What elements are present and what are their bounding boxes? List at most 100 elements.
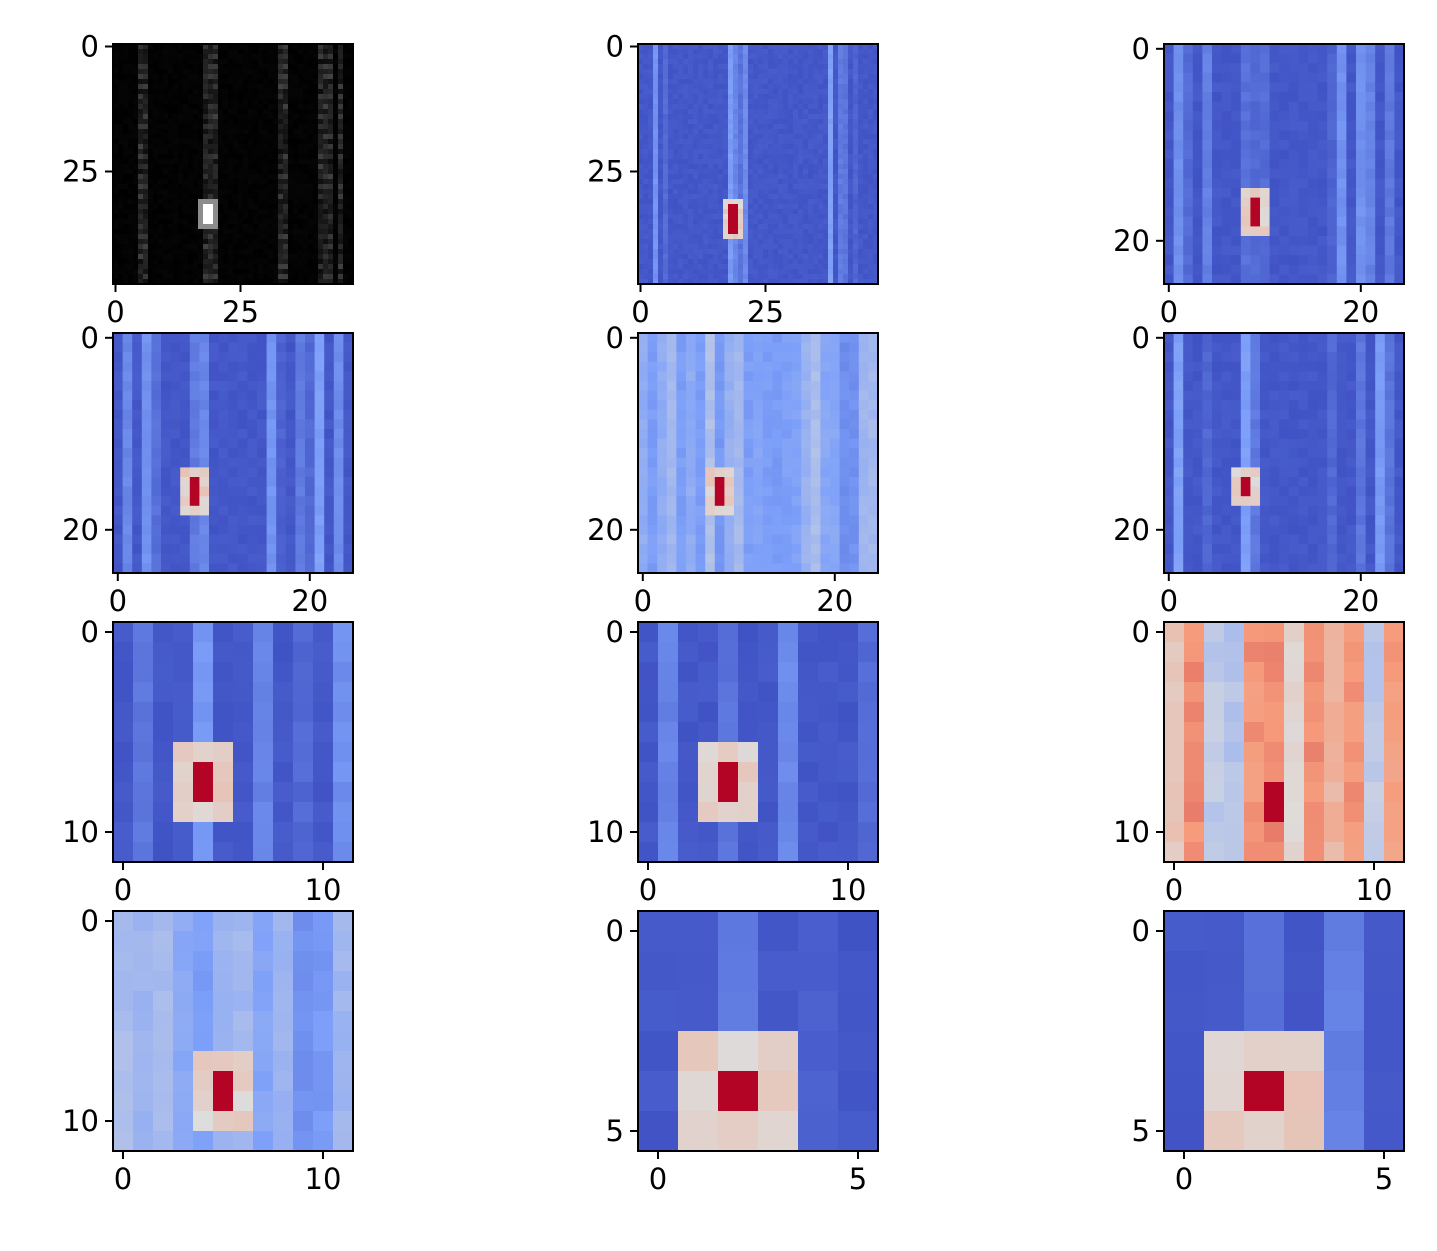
heatmap-cell bbox=[773, 54, 779, 60]
heatmap-cell bbox=[168, 74, 174, 80]
heatmap-cell bbox=[773, 84, 779, 90]
heatmap-cell bbox=[253, 119, 259, 125]
heatmap-cell bbox=[698, 49, 704, 55]
heatmap-cell bbox=[133, 59, 139, 65]
heatmap-cell bbox=[158, 214, 164, 220]
heatmap-cell bbox=[343, 224, 349, 230]
heatmap-cell bbox=[203, 184, 209, 190]
heatmap-cell bbox=[798, 194, 804, 200]
heatmap-cell bbox=[143, 169, 149, 175]
heatmap-cell bbox=[168, 79, 174, 85]
heatmap-cell bbox=[708, 164, 714, 170]
heatmap-cell bbox=[163, 239, 169, 245]
heatmap-cell bbox=[833, 74, 839, 80]
heatmap-cell bbox=[773, 249, 779, 255]
heatmap-cell bbox=[333, 124, 339, 130]
heatmap-cell bbox=[148, 64, 154, 70]
heatmap-cell bbox=[333, 224, 339, 230]
heatmap-cell bbox=[228, 154, 234, 160]
heatmap-cell bbox=[768, 94, 774, 100]
heatmap-cell bbox=[723, 229, 729, 235]
heatmap-cell bbox=[788, 229, 794, 235]
heatmap-cell bbox=[723, 169, 729, 175]
heatmap-cell bbox=[853, 279, 859, 285]
heatmap-cell bbox=[648, 114, 654, 120]
heatmap-cell bbox=[873, 239, 879, 245]
heatmap-cell bbox=[293, 244, 299, 250]
heatmap-cell bbox=[123, 109, 129, 115]
heatmap-cell bbox=[793, 264, 799, 270]
heatmap-cell bbox=[773, 229, 779, 235]
heatmap-cell bbox=[833, 124, 839, 130]
heatmap-cell bbox=[138, 64, 144, 70]
heatmap-cell bbox=[738, 179, 744, 185]
heatmap-cell bbox=[798, 124, 804, 130]
heatmap-cell bbox=[868, 64, 874, 70]
heatmap-cell bbox=[123, 169, 129, 175]
heatmap-cell bbox=[158, 74, 164, 80]
heatmap-cell bbox=[728, 104, 734, 110]
heatmap-cell bbox=[1365, 140, 1376, 151]
heatmap-cell bbox=[313, 149, 319, 155]
heatmap-cell bbox=[338, 259, 344, 265]
heatmap-cell bbox=[1336, 72, 1347, 83]
heatmap-cell bbox=[703, 279, 709, 285]
heatmap-cell bbox=[798, 119, 804, 125]
heatmap-cell bbox=[198, 199, 204, 205]
heatmap-cell bbox=[333, 139, 339, 145]
heatmap-cell bbox=[723, 109, 729, 115]
heatmap-cell bbox=[853, 79, 859, 85]
heatmap-cell bbox=[813, 179, 819, 185]
heatmap-cell bbox=[348, 59, 354, 65]
heatmap-cell bbox=[778, 139, 784, 145]
heatmap-cell bbox=[1375, 159, 1386, 170]
heatmap-cell bbox=[733, 189, 739, 195]
heatmap-cell bbox=[648, 94, 654, 100]
heatmap-cell bbox=[303, 264, 309, 270]
heatmap-cell bbox=[668, 54, 674, 60]
heatmap-cell bbox=[713, 224, 719, 230]
heatmap-cell bbox=[158, 109, 164, 115]
heatmap-cell bbox=[198, 149, 204, 155]
heatmap-cell bbox=[688, 129, 694, 135]
heatmap-cell bbox=[713, 144, 719, 150]
heatmap-cell bbox=[688, 159, 694, 165]
heatmap-cell bbox=[298, 239, 304, 245]
heatmap-cell bbox=[688, 109, 694, 115]
heatmap-cell bbox=[668, 59, 674, 65]
heatmap-cell bbox=[833, 244, 839, 250]
heatmap-cell bbox=[133, 199, 139, 205]
heatmap-cell bbox=[763, 94, 769, 100]
heatmap-cell bbox=[673, 169, 679, 175]
heatmap-cell bbox=[218, 254, 224, 260]
heatmap-cell bbox=[838, 109, 844, 115]
heatmap-cell bbox=[323, 229, 329, 235]
heatmap-cell bbox=[873, 274, 879, 280]
heatmap-cell bbox=[853, 259, 859, 265]
heatmap-cell bbox=[788, 149, 794, 155]
heatmap-cell bbox=[743, 94, 749, 100]
heatmap-cell bbox=[718, 174, 724, 180]
heatmap-cell bbox=[308, 179, 314, 185]
heatmap-cell bbox=[693, 94, 699, 100]
heatmap-cell bbox=[863, 149, 869, 155]
heatmap-cell bbox=[153, 179, 159, 185]
heatmap-cell bbox=[763, 149, 769, 155]
heatmap-cell bbox=[263, 224, 269, 230]
heatmap-cell bbox=[643, 224, 649, 230]
heatmap-cell bbox=[748, 79, 754, 85]
heatmap-cell bbox=[343, 254, 349, 260]
heatmap-cell bbox=[278, 269, 284, 275]
heatmap-cell bbox=[343, 144, 349, 150]
heatmap-cell bbox=[793, 269, 799, 275]
heatmap-cell bbox=[838, 129, 844, 135]
heatmap-cell bbox=[248, 134, 254, 140]
heatmap-cell bbox=[183, 179, 189, 185]
heatmap-cell bbox=[863, 69, 869, 75]
heatmap-cell bbox=[823, 144, 829, 150]
heatmap-cell bbox=[728, 129, 734, 135]
heatmap-cell bbox=[273, 279, 279, 285]
heatmap-cell bbox=[313, 154, 319, 160]
heatmap-cell bbox=[343, 279, 349, 285]
heatmap-cell bbox=[768, 269, 774, 275]
